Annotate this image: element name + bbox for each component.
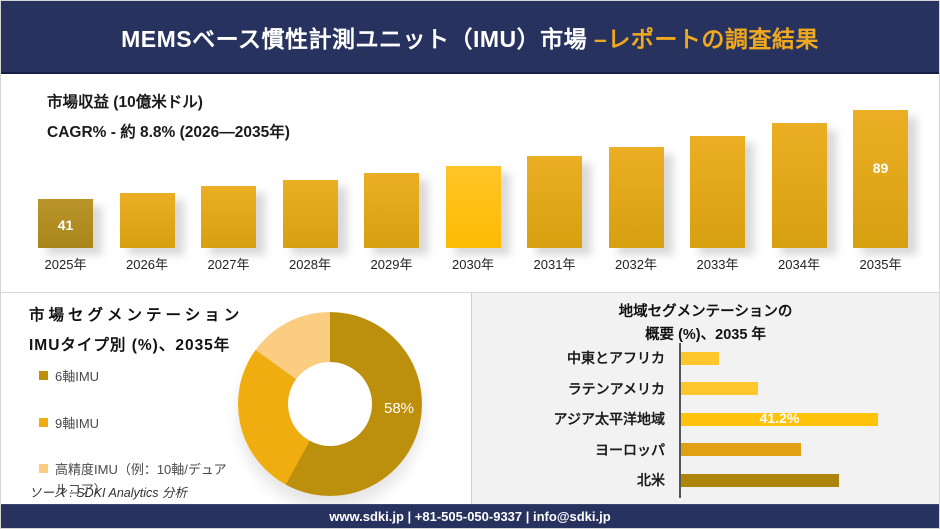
revenue-bar-column: 2030年	[435, 166, 512, 272]
revenue-bar-column: 2033年	[679, 136, 756, 272]
region-bar	[681, 443, 801, 457]
region-chart-title: 地域セグメンテーションの 概要 (%)、2035 年	[472, 301, 939, 347]
legend-item: 9軸IMU	[39, 414, 239, 434]
revenue-bar: 89	[853, 110, 908, 248]
footer-contact: www.sdki.jp | +81-505-050-9337 | info@sd…	[329, 509, 611, 524]
header-banner: MEMSベース慣性計測ユニット（IMU）市場 –レポートの調査結果	[1, 1, 939, 74]
region-bar	[681, 473, 839, 487]
revenue-bar-column: 2028年	[272, 180, 349, 272]
legend-swatch-icon	[39, 417, 48, 427]
revenue-bar	[201, 186, 256, 248]
legend-label: 9軸IMU	[55, 415, 100, 431]
region-category-label: ラテンアメリカ	[567, 380, 665, 397]
imu-type-donut-chart: 58%	[238, 312, 422, 496]
revenue-bar-column: 2026年	[109, 193, 186, 272]
region-row: アジア太平洋地域 41.2%	[472, 404, 929, 435]
revenue-bar	[445, 166, 501, 248]
donut-slice-label: 58%	[383, 400, 415, 417]
revenue-bar-column: 41 2025年	[27, 199, 104, 272]
legend-item: 6軸IMU	[39, 367, 239, 387]
region-row: 北米	[472, 465, 929, 496]
region-row: ヨーロッパ	[472, 435, 929, 466]
region-category-label: アジア太平洋地域	[553, 411, 665, 428]
source-note: ソース : SDKI Analytics 分析	[29, 486, 187, 500]
footer-banner: www.sdki.jp | +81-505-050-9337 | info@sd…	[1, 504, 939, 528]
revenue-bar	[119, 193, 175, 248]
revenue-year-label: 2026年	[126, 257, 168, 272]
revenue-bar-value-label: 89	[872, 159, 889, 176]
revenue-year-label: 2031年	[533, 257, 576, 272]
revenue-bar	[771, 123, 827, 248]
revenue-bar-column: 2034年	[761, 123, 838, 272]
revenue-bar	[690, 136, 745, 248]
region-panel: 地域セグメンテーションの 概要 (%)、2035 年 中東とアフリカ ラテンアメリ…	[471, 293, 939, 506]
revenue-bar-column: 2027年	[190, 186, 267, 272]
legend-item: 高精度IMU（例：10軸/デュアルコア）	[39, 460, 239, 499]
revenue-year-label: 2035年	[859, 257, 902, 272]
revenue-year-label: 2029年	[370, 257, 413, 272]
page-title: MEMSベース慣性計測ユニット（IMU）市場 –レポートの調査結果	[121, 20, 819, 54]
legend-label: 6軸IMU	[55, 369, 100, 384]
revenue-bars: 41 2025年 2026年 2027年 2028年 2029年 2030年 2031年 203…	[27, 106, 919, 272]
legend-swatch-icon	[39, 464, 48, 473]
region-category-label: 中東とアフリカ	[567, 350, 665, 367]
region-category-label: ヨーロッパ	[595, 441, 665, 458]
revenue-year-label: 2028年	[289, 257, 331, 272]
region-row: 中東とアフリカ	[472, 343, 929, 374]
region-bar: 41.2%	[681, 409, 878, 426]
bottom-panels: 市場セグメンテーション IMUタイプ別 (%)、2035年 6軸IMU 9軸IMU…	[1, 292, 939, 506]
revenue-year-label: 2025年	[44, 257, 87, 272]
region-bars: 中東とアフリカ ラテンアメリカアジア太平洋地域 41.2% ヨーロッパ北米	[472, 343, 929, 496]
revenue-year-label: 2034年	[778, 257, 820, 272]
revenue-bar	[364, 173, 419, 248]
revenue-bar	[527, 156, 582, 248]
revenue-chart-section: 市場収益 (10億米ドル) CAGR% - 約 8.8% (2026―2035年…	[1, 74, 939, 292]
revenue-chart-title: 市場収益 (10億米ドル)	[47, 94, 203, 111]
revenue-year-label: 2027年	[207, 257, 250, 272]
region-axis-line	[679, 343, 681, 498]
region-bar-value-label: 41.2%	[759, 409, 800, 426]
region-title-line1: 地域セグメンテーションの	[618, 304, 793, 320]
segmentation-panel: 市場セグメンテーション IMUタイプ別 (%)、2035年 6軸IMU 9軸IMU…	[1, 293, 471, 506]
region-category-label: 北米	[637, 472, 665, 489]
revenue-year-label: 2033年	[696, 257, 739, 272]
revenue-bar-column: 2029年	[353, 173, 430, 272]
revenue-bar: 41	[38, 199, 93, 248]
revenue-bar-column: 89 2035年	[842, 110, 919, 272]
page-title-main: MEMSベース慣性計測ユニット（IMU）市場	[121, 25, 595, 52]
donut-hole	[288, 362, 372, 446]
revenue-bar-column: 2032年	[598, 147, 675, 272]
page-title-accent: –レポートの調査結果	[594, 25, 819, 52]
region-title-line2: 概要 (%)、2035 年	[645, 327, 766, 344]
donut-legend: 6軸IMU 9軸IMU 高精度IMU（例：10軸/デュアルコア）	[39, 367, 239, 526]
segmentation-title-line1: 市場セグメンテーション	[29, 307, 244, 324]
region-row: ラテンアメリカ	[472, 374, 929, 405]
revenue-bar	[608, 147, 664, 248]
region-bar	[681, 351, 719, 365]
revenue-year-label: 2032年	[615, 257, 657, 272]
revenue-bar-value-label: 41	[57, 216, 74, 233]
revenue-year-label: 2030年	[452, 257, 494, 272]
revenue-bar	[282, 180, 338, 248]
segmentation-title-line2: IMUタイプ別 (%)、2035年	[29, 337, 231, 354]
legend-label: 高精度IMU（例：10軸/デュアルコア）	[55, 462, 227, 497]
revenue-chart-cagr: CAGR% - 約 8.8% (2026―2035年)	[47, 124, 290, 141]
legend-swatch-icon	[39, 371, 48, 380]
revenue-bar-column: 2031年	[516, 156, 593, 272]
region-bar	[681, 382, 758, 396]
